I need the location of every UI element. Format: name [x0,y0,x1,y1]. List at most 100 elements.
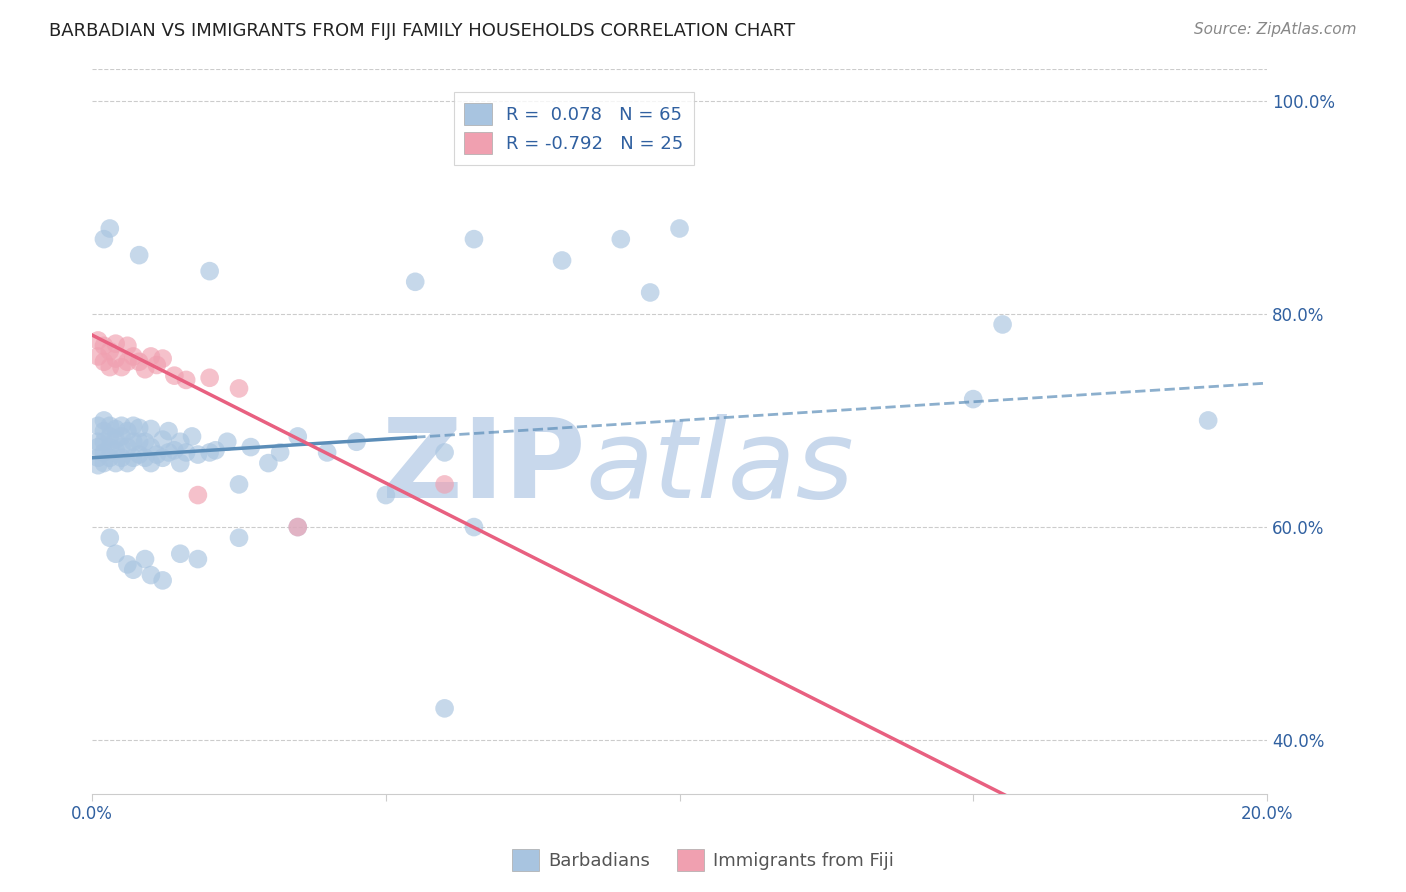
Point [463,520,485,534]
Point [98,344,121,359]
Point [169,547,191,561]
Point [163,443,186,458]
Point [139,440,162,454]
Point [174,373,197,387]
Text: BARBADIAN VS IMMIGRANTS FROM FIJI FAMILY HOUSEHOLDS CORRELATION CHART: BARBADIAN VS IMMIGRANTS FROM FIJI FAMILY… [49,22,796,40]
Text: atlas: atlas [585,414,855,521]
Point [198,264,221,278]
Point [110,450,132,465]
Point [991,318,1014,332]
Point [228,477,250,491]
Point [98,440,121,454]
Point [551,253,574,268]
Point [433,445,456,459]
Point [152,351,174,366]
Point [122,350,145,364]
Point [117,424,139,438]
Point [139,350,162,364]
Point [134,552,156,566]
Point [93,232,115,246]
Point [122,418,145,433]
Point [87,350,110,364]
Point [117,355,139,369]
Point [98,429,121,443]
Point [287,429,309,443]
Point [87,418,110,433]
Point [287,520,309,534]
Point [374,488,396,502]
Point [93,339,115,353]
Point [146,448,169,462]
Point [152,574,174,588]
Point [962,392,984,406]
Point [104,422,127,436]
Point [228,531,250,545]
Point [87,434,110,449]
Point [169,434,191,449]
Point [187,552,209,566]
Point [316,445,339,459]
Point [93,456,115,470]
Point [122,434,145,449]
Point [157,445,180,459]
Point [110,429,132,443]
Point [87,334,110,348]
Point [287,520,309,534]
Point [433,477,456,491]
Point [104,336,127,351]
Point [169,456,191,470]
Point [134,434,156,449]
Legend: R =  0.078   N = 65, R = -0.792   N = 25: R = 0.078 N = 65, R = -0.792 N = 25 [454,92,695,165]
Text: Source: ZipAtlas.com: Source: ZipAtlas.com [1194,22,1357,37]
Point [128,448,150,462]
Point [187,448,209,462]
Point [668,221,690,235]
Point [104,351,127,366]
Point [1197,413,1219,427]
Point [87,450,110,465]
Point [104,547,127,561]
Point [117,339,139,353]
Point [104,456,127,470]
Point [269,445,291,459]
Point [217,434,239,449]
Point [93,424,115,438]
Point [98,450,121,465]
Point [228,381,250,395]
Point [98,418,121,433]
Point [87,440,110,454]
Point [152,433,174,447]
Point [152,450,174,465]
Point [117,558,139,572]
Point [98,221,121,235]
Point [117,440,139,454]
Point [463,232,485,246]
Point [187,488,209,502]
Point [157,424,180,438]
Point [122,450,145,465]
Point [204,443,226,458]
Point [128,355,150,369]
Point [98,360,121,375]
Point [117,456,139,470]
Point [87,458,110,473]
Point [104,443,127,458]
Point [93,413,115,427]
Point [404,275,426,289]
Point [93,434,115,449]
Point [198,445,221,459]
Point [139,456,162,470]
Point [174,445,197,459]
Point [128,248,150,262]
Point [128,434,150,449]
Point [110,360,132,375]
Point [346,434,368,449]
Point [104,433,127,447]
Point [146,358,169,372]
Point [98,531,121,545]
Text: ZIP: ZIP [382,414,585,521]
Point [93,445,115,459]
Point [163,368,186,383]
Point [134,362,156,376]
Point [139,422,162,436]
